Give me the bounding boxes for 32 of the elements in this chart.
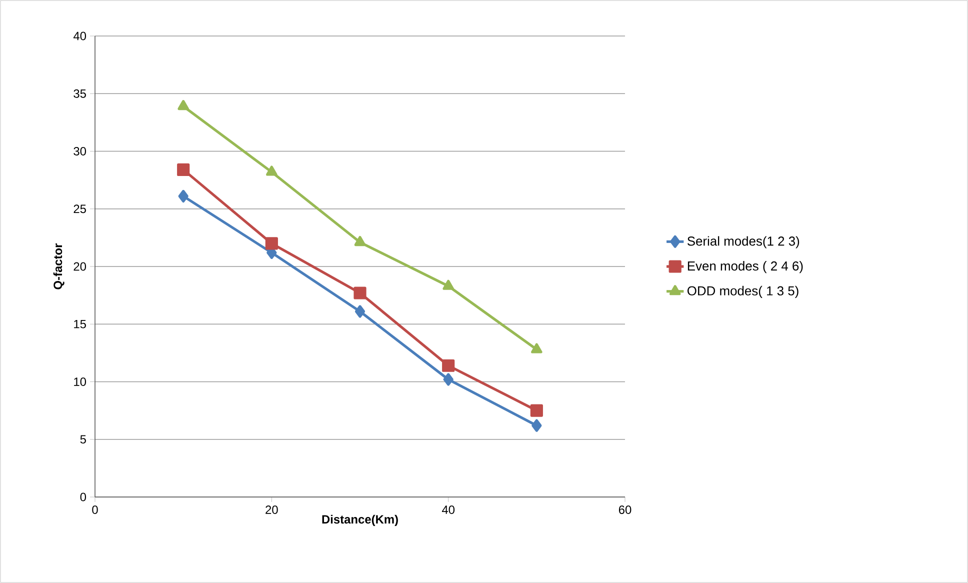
point [177, 163, 190, 176]
point [354, 305, 366, 318]
y-tick-label: 20 [74, 262, 86, 271]
y-tick-label: 15 [74, 320, 86, 328]
point [178, 190, 188, 202]
point [442, 280, 454, 290]
point [265, 237, 278, 250]
legend-label: Serial modes(1 2 3) [687, 236, 800, 248]
point [354, 286, 366, 300]
x-tick-label: 60 [618, 506, 632, 514]
y-tick-label: 10 [74, 378, 86, 386]
x-tick-label: 0 [92, 506, 98, 514]
point [531, 343, 542, 354]
y-tick-label: 5 [80, 435, 86, 444]
point [530, 404, 543, 417]
point [178, 100, 189, 110]
y-tick-label: 25 [74, 204, 86, 214]
legend-label: ODD modes( 1 3 5) [688, 286, 798, 298]
x-axis-title: Distance(Km) [322, 514, 398, 526]
y-axis-title: Q-factor [53, 243, 64, 290]
point [266, 166, 278, 176]
y-tick-label: 0 [80, 492, 86, 502]
y-tick-label: 35 [74, 89, 86, 98]
point [354, 236, 366, 246]
legend-label: Even modes ( 2 4 6) [688, 261, 803, 274]
point [443, 373, 454, 386]
x-tick-label: 40 [442, 506, 455, 514]
point [442, 359, 455, 372]
point [532, 419, 542, 432]
y-tick-label: 40 [73, 32, 86, 40]
x-tick-label: 20 [266, 506, 278, 514]
y-tick-label: 30 [74, 147, 86, 156]
